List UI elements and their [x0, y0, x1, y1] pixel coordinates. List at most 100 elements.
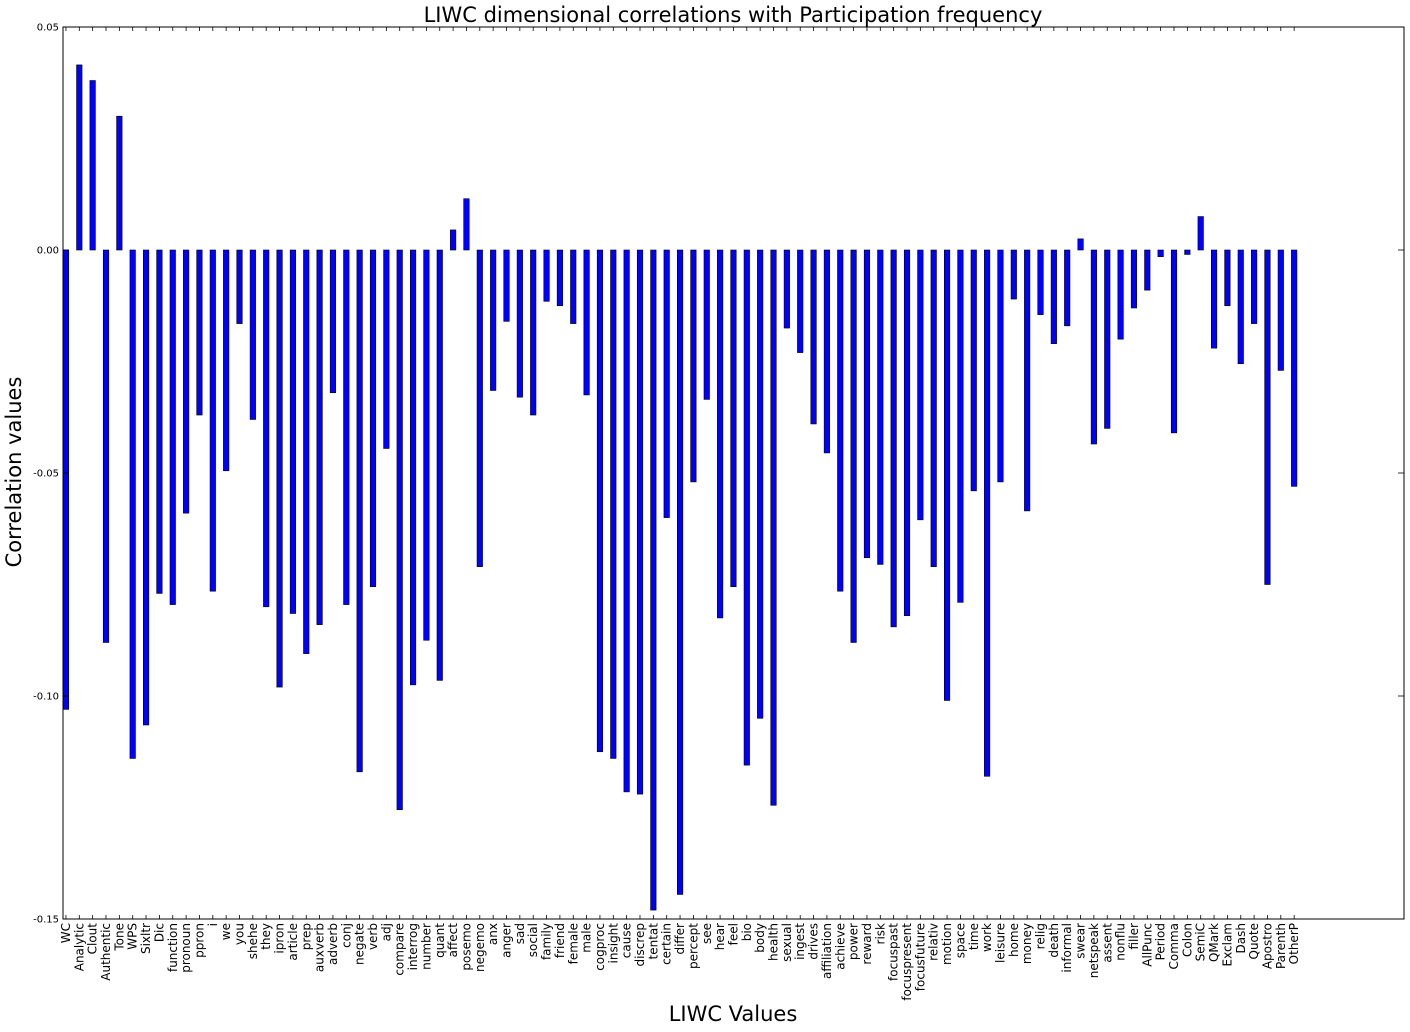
- x-tick-label-achieve: achieve: [833, 923, 847, 970]
- bar-negate: [356, 249, 363, 773]
- bar-cogproc: [596, 249, 604, 753]
- bar-differ: [676, 249, 684, 895]
- y-tick-label-3: -0.10: [33, 692, 59, 703]
- bar-informal: [1064, 249, 1071, 327]
- bar-affiliation: [823, 249, 830, 454]
- x-tick-label-apostro: Apostro: [1260, 923, 1274, 969]
- x-tick-label-money: money: [1020, 923, 1034, 964]
- bar-space: [957, 249, 964, 603]
- bar-sixltr: [143, 249, 150, 726]
- bar-drives: [810, 249, 817, 425]
- bar-home: [1010, 249, 1017, 300]
- y-axis-title: Correlation values: [2, 377, 26, 568]
- bar-article: [289, 249, 296, 614]
- x-tick-label-conj: conj: [339, 923, 353, 948]
- x-tick-label-time: time: [967, 923, 981, 950]
- y-tick-label-0: 0.05: [37, 23, 59, 34]
- x-tick-label-exclam: Exclam: [1220, 923, 1234, 966]
- x-tick-label-comma: Comma: [1167, 923, 1181, 969]
- x-tick-label-reward: reward: [860, 923, 874, 965]
- bar-qmark: [1211, 249, 1218, 349]
- x-tick-label-anger: anger: [500, 923, 514, 958]
- bar-sad: [516, 249, 523, 398]
- bar-reward: [863, 249, 871, 559]
- x-tick-label-wps: WPS: [126, 923, 140, 950]
- bar-see: [703, 249, 710, 400]
- x-tick-label-focuspresent: focuspresent: [900, 923, 914, 1001]
- x-tick-label-filler: filler: [1127, 923, 1141, 950]
- x-tick-label-otherp: OtherP: [1287, 923, 1301, 964]
- x-tick-label-adj: adj: [379, 923, 393, 941]
- bars-group: [62, 64, 1298, 911]
- bar-assent: [1104, 249, 1111, 429]
- x-tick-label-friend: friend: [553, 923, 567, 958]
- x-tick-label-colon: Colon: [1180, 923, 1194, 957]
- bar-focuspresent: [903, 249, 911, 617]
- x-tick-label-negemo: negemo: [473, 923, 487, 972]
- bar-hear: [717, 249, 724, 619]
- x-tick-label-work: work: [980, 923, 994, 952]
- x-tick-label-discrep: discrep: [633, 923, 647, 966]
- bar-period: [1157, 249, 1164, 257]
- bar-exclam: [1224, 249, 1231, 307]
- bar-male: [583, 249, 590, 396]
- bar-relativ: [930, 249, 937, 567]
- x-tick-label-analytic: Analytic: [72, 923, 86, 971]
- bar-body: [757, 249, 764, 719]
- x-tick-label-informal: informal: [1060, 923, 1074, 973]
- x-tick-label-they: they: [259, 923, 273, 950]
- x-tick-label-verb: verb: [366, 923, 380, 950]
- bar-auxverb: [316, 249, 323, 625]
- x-tick-label-authentic: Authentic: [99, 923, 113, 981]
- y-tick-label-1: 0.00: [37, 246, 59, 257]
- bar-number: [423, 249, 430, 641]
- x-tick-label-body: body: [753, 923, 767, 953]
- bar-time: [970, 249, 977, 492]
- x-tick-label-social: social: [526, 923, 540, 957]
- bar-pronoun: [183, 249, 190, 514]
- bar-wc: [62, 249, 70, 710]
- x-tick-label-focusfuture: focusfuture: [913, 923, 927, 991]
- bar-feel: [730, 249, 737, 588]
- bar-negemo: [476, 249, 483, 567]
- x-tick-label-parenth: Parenth: [1274, 923, 1288, 969]
- x-axis-title: LIWC Values: [669, 1002, 798, 1026]
- x-tick-label-assent: assent: [1100, 923, 1114, 963]
- bar-sexual: [783, 249, 790, 329]
- x-tick-label-shehe: shehe: [246, 923, 260, 959]
- x-tick-label-quant: quant: [433, 923, 447, 958]
- x-tick-label-space: space: [953, 923, 967, 958]
- bar-compare: [396, 249, 403, 811]
- x-tick-label-netspeak: netspeak: [1087, 923, 1101, 978]
- x-tick-label-insight: insight: [606, 923, 620, 964]
- bar-adj: [383, 249, 390, 449]
- x-tick-label-feel: feel: [726, 923, 740, 945]
- x-tick-label-posemo: posemo: [459, 923, 473, 971]
- bar-otherp: [1291, 249, 1298, 487]
- bar-shehe: [249, 249, 256, 420]
- x-tick-label-interrog: interrog: [406, 923, 420, 970]
- x-tick-label-differ: differ: [673, 923, 687, 955]
- bar-we: [223, 249, 230, 472]
- bar-authentic: [102, 249, 110, 643]
- bar-cause: [623, 249, 630, 793]
- x-tick-label-affiliation: affiliation: [820, 923, 834, 979]
- x-tick-label-female: female: [566, 923, 580, 964]
- bar-semic: [1197, 216, 1204, 251]
- x-tick-label-allpunc: AllPunc: [1140, 923, 1154, 967]
- x-tick-label-motion: motion: [940, 923, 954, 965]
- x-tick-label-focuspast: focuspast: [887, 923, 901, 981]
- x-tick-label-leisure: leisure: [993, 923, 1007, 963]
- bar-risk: [877, 249, 884, 565]
- x-tick-label-affect: affect: [446, 923, 460, 958]
- x-tick-label-pronoun: pronoun: [179, 923, 193, 973]
- x-tick-label-certain: certain: [660, 923, 674, 965]
- bar-health: [770, 249, 777, 806]
- bar-ppron: [196, 249, 203, 416]
- bar-function: [169, 249, 176, 605]
- bar-swear: [1077, 238, 1084, 251]
- x-tick-label-number: number: [419, 923, 433, 970]
- x-tick-label-anx: anx: [486, 923, 500, 945]
- x-tick-label-dash: Dash: [1234, 923, 1248, 953]
- bar-dic: [156, 249, 163, 594]
